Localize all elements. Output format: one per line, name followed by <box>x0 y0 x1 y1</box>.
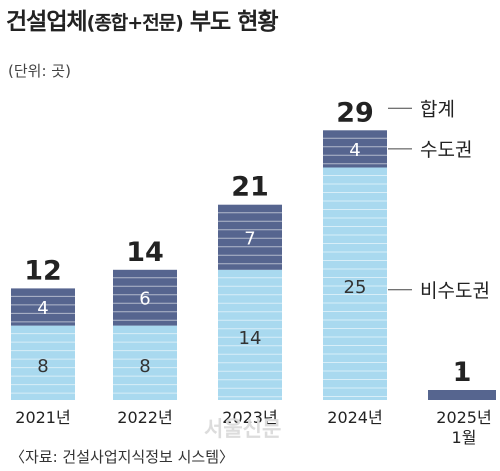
legend-capital: 수도권 <box>420 139 472 161</box>
legend-total: 합계 <box>420 98 455 120</box>
x-tick-label: 2023년 <box>222 408 277 427</box>
bar-segment-비수도권-0 <box>11 325 75 400</box>
watermark: 서울신문 <box>204 417 282 441</box>
bar-value-label: 25 <box>344 277 367 298</box>
source-note: 〈자료: 건설사업지식정보 시스템〉 <box>10 448 234 466</box>
x-tick-label: 1월 <box>452 428 477 447</box>
title-rest: 부도 현황 <box>182 9 279 35</box>
x-tick-label: 2021년 <box>15 408 70 427</box>
bar-segment-비수도권-2 <box>218 269 282 400</box>
x-tick-label: 2025년 <box>436 408 491 427</box>
bar-segment-수도권-1 <box>113 269 177 326</box>
bar-value-label: 7 <box>244 228 255 249</box>
bar-segment-수도권-3 <box>323 130 387 168</box>
bar-value-label: 4 <box>37 298 48 319</box>
bar-segment-비수도권-4 <box>428 390 496 400</box>
chart-title: 건설업체(종합+전문) 부도 현황 <box>6 2 279 36</box>
bar-total-label: 1 <box>453 357 472 388</box>
x-tick-label: 2024년 <box>327 408 382 427</box>
bar-value-label: 8 <box>37 356 48 377</box>
title-paren: (종합+전문) <box>86 12 184 34</box>
bar-value-label: 4 <box>349 140 360 161</box>
bar-total-label: 29 <box>336 97 374 128</box>
bar-segment-비수도권-1 <box>113 325 177 400</box>
bar-value-label: 6 <box>139 289 150 310</box>
bar-value-label: 1 <box>457 365 467 384</box>
title-main: 건설업체 <box>6 9 88 35</box>
x-tick-label: 2022년 <box>117 408 172 427</box>
bar-segment-수도권-0 <box>11 288 75 326</box>
bar-total-label: 21 <box>231 172 269 203</box>
bar-value-label: 14 <box>239 328 262 349</box>
bar-total-label: 12 <box>24 255 62 286</box>
bar-total-label: 14 <box>126 237 164 268</box>
legend-noncapital: 비수도권 <box>420 280 490 302</box>
unit-label: (단위: 곳) <box>8 62 71 80</box>
bar-segment-비수도권-3 <box>323 167 387 400</box>
bar-value-label: 8 <box>139 356 150 377</box>
bar-segment-수도권-2 <box>218 204 282 270</box>
